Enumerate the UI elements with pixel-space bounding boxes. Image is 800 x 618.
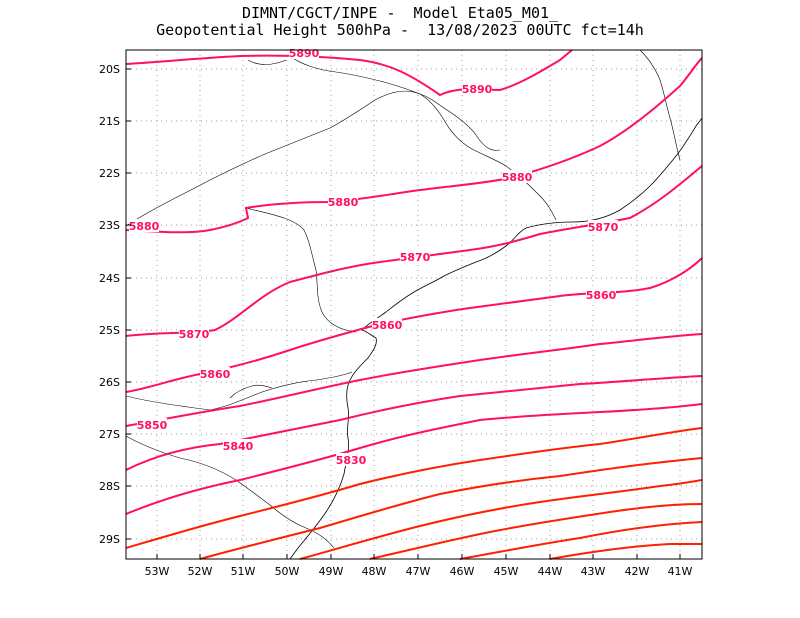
y-tick-label: 27S: [99, 428, 120, 441]
border-path: [245, 207, 357, 333]
contour-label: 5830: [336, 454, 367, 467]
contour-line: [125, 49, 573, 97]
border-path: [419, 93, 507, 167]
x-tick-label: 46W: [450, 565, 475, 578]
contour-label-bg: [179, 327, 209, 340]
x-tick-label: 49W: [319, 565, 344, 578]
contour-label-bg: [200, 367, 230, 380]
y-tick-label: 24S: [99, 272, 120, 285]
y-tick-label: 23S: [99, 219, 120, 232]
contour-line: [549, 543, 702, 560]
contour-line: [125, 57, 703, 234]
x-tick-label: 52W: [188, 565, 213, 578]
contour-label-bg: [588, 220, 618, 233]
contour-label: 5870: [179, 328, 210, 341]
contour-label: 5860: [372, 319, 403, 332]
coastline-path: [289, 329, 377, 560]
title-line-1: DIMNT/CGCT/INPE - Model Eta05_M01_: [241, 4, 559, 22]
border-path: [125, 435, 335, 549]
contour-label-bg: [502, 170, 532, 183]
plot-frame: [125, 49, 703, 560]
border-path: [247, 59, 287, 65]
y-tick-label: 25S: [99, 324, 120, 337]
x-tick-label: 48W: [362, 565, 387, 578]
contour-label: 5860: [200, 368, 231, 381]
border-path: [289, 55, 421, 95]
contour-label-bg: [586, 288, 616, 301]
y-tick-label: 21S: [99, 115, 120, 128]
contour-line: [125, 375, 703, 471]
contour-label-bg: [462, 82, 492, 95]
coastline: [289, 117, 703, 560]
contour-label: 5880: [502, 171, 533, 184]
border-path: [125, 371, 353, 411]
contour-label: 5850: [137, 419, 168, 432]
x-tick-label: 43W: [581, 565, 606, 578]
contour-label-bg: [223, 439, 253, 452]
contour-label: 5870: [400, 251, 431, 264]
y-tick-label: 26S: [99, 376, 120, 389]
x-tick-label: 41W: [668, 565, 693, 578]
border-path: [125, 90, 501, 227]
contour-label-bg: [137, 418, 167, 431]
contour-label: 5840: [223, 440, 254, 453]
title-line-2: Geopotential Height 500hPa - 13/08/2023 …: [156, 21, 644, 39]
x-tick-label: 47W: [406, 565, 431, 578]
graticule: [126, 50, 702, 559]
y-tick-label: 20S: [99, 63, 120, 76]
contour-line: [459, 521, 703, 560]
border-path: [639, 49, 681, 161]
coastline-path: [361, 117, 703, 331]
x-tick-label: 44W: [538, 565, 563, 578]
contour-line: [125, 333, 703, 427]
x-tick-label: 51W: [231, 565, 256, 578]
state-borders: [125, 49, 681, 549]
x-tick-label: 50W: [275, 565, 300, 578]
contour-label: 5890: [289, 47, 320, 60]
axis-ticks: 53W 52W 51W 50W 49W 48W 47W 46W 45W 44W 43W 42W 41W 2…: [99, 63, 693, 578]
contour-label-bg: [400, 250, 430, 263]
contour-label-bg: [129, 219, 159, 232]
contour-line: [299, 479, 703, 560]
contour-line: [369, 503, 703, 560]
y-tick-label: 29S: [99, 533, 120, 546]
border-path: [229, 384, 273, 399]
contour-label-bg: [372, 318, 402, 331]
contour-label-bg: [289, 46, 319, 59]
contour-lines: [125, 49, 703, 560]
contour-label-bg: [336, 453, 366, 466]
contour-label: 5890: [462, 83, 493, 96]
contour-label: 5880: [129, 220, 160, 233]
contour-label: 5880: [328, 196, 359, 209]
x-tick-label: 53W: [145, 565, 170, 578]
contour-labels: 5890 5890 5880 5880 5880 5870 5870 5870 5860 5860…: [129, 46, 619, 467]
contour-line: [125, 403, 703, 515]
y-tick-label: 28S: [99, 480, 120, 493]
x-tick-label: 42W: [625, 565, 650, 578]
contour-label-bg: [328, 195, 358, 208]
contour-label: 5860: [586, 289, 617, 302]
contour-line: [199, 457, 703, 560]
contour-label: 5870: [588, 221, 619, 234]
x-tick-label: 45W: [494, 565, 519, 578]
y-tick-label: 22S: [99, 167, 120, 180]
contour-line: [125, 427, 703, 549]
